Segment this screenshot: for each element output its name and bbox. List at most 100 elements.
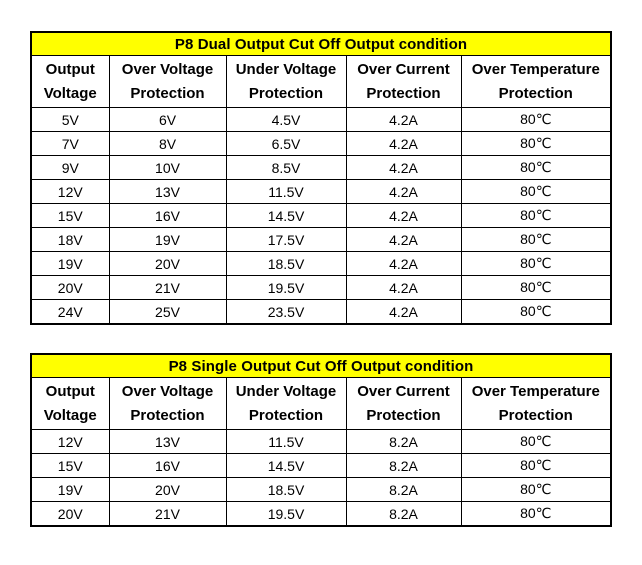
cell: 8.2A xyxy=(345,429,462,454)
table-row: 12V 13V 11.5V 8.2A 80℃ xyxy=(30,429,612,454)
table-row: 19V 20V 18.5V 4.2A 80℃ xyxy=(30,251,612,276)
cell: 80℃ xyxy=(460,227,612,252)
cell: 4.2A xyxy=(345,227,462,252)
table-row: 19V 20V 18.5V 8.2A 80℃ xyxy=(30,477,612,502)
cell: 23.5V xyxy=(225,299,347,325)
cell: 11.5V xyxy=(225,429,347,454)
cell: 7V xyxy=(30,131,110,156)
cell: 4.2A xyxy=(345,107,462,132)
cell: 21V xyxy=(108,275,227,300)
header-line: Output xyxy=(45,60,95,78)
column-header-over-temperature-protection: Over Temperature Protection xyxy=(460,55,612,108)
cell: 80℃ xyxy=(460,131,612,156)
cell: 80℃ xyxy=(460,477,612,502)
cell: 10V xyxy=(108,155,227,180)
cell: 4.2A xyxy=(345,131,462,156)
header-line: Under Voltage xyxy=(235,382,337,400)
table-row: 7V 8V 6.5V 4.2A 80℃ xyxy=(30,131,612,156)
single-output-table-body: 12V 13V 11.5V 8.2A 80℃ 15V 16V 14.5V 8.2A 80℃ 19V 2… xyxy=(30,429,612,527)
header-line: Over Temperature xyxy=(471,60,600,78)
cell: 80℃ xyxy=(460,501,612,527)
header-line: Voltage xyxy=(43,406,97,424)
header-line: Over Voltage xyxy=(121,382,214,400)
column-header-over-temperature-protection: Over Temperature Protection xyxy=(460,377,612,430)
header-line: Protection xyxy=(130,406,205,424)
cell: 6V xyxy=(108,107,227,132)
table-row: 20V 21V 19.5V 8.2A 80℃ xyxy=(30,501,612,527)
column-header-output-voltage: Output Voltage xyxy=(30,377,110,430)
table-row: 5V 6V 4.5V 4.2A 80℃ xyxy=(30,107,612,132)
cell: 13V xyxy=(108,429,227,454)
header-line: Protection xyxy=(498,406,573,424)
cell: 14.5V xyxy=(225,453,347,478)
cell: 19V xyxy=(30,477,110,502)
cell: 15V xyxy=(30,203,110,228)
cell: 18.5V xyxy=(225,477,347,502)
table-header-row: Output Voltage Over Voltage Protection U… xyxy=(30,55,612,108)
cell: 18V xyxy=(30,227,110,252)
column-header-over-voltage-protection: Over Voltage Protection xyxy=(108,55,227,108)
header-line: Protection xyxy=(248,406,324,424)
table-row: 18V 19V 17.5V 4.2A 80℃ xyxy=(30,227,612,252)
cell: 16V xyxy=(108,453,227,478)
table-header-row: Output Voltage Over Voltage Protection U… xyxy=(30,377,612,430)
table-title-row: P8 Dual Output Cut Off Output condition xyxy=(30,31,612,56)
cell: 80℃ xyxy=(460,251,612,276)
cell: 4.2A xyxy=(345,203,462,228)
cell: 6.5V xyxy=(225,131,347,156)
cell: 80℃ xyxy=(460,203,612,228)
cell: 19V xyxy=(30,251,110,276)
header-line: Voltage xyxy=(43,84,97,102)
column-header-output-voltage: Output Voltage xyxy=(30,55,110,108)
header-line: Over Voltage xyxy=(121,60,214,78)
cell: 19.5V xyxy=(225,501,347,527)
table-row: 20V 21V 19.5V 4.2A 80℃ xyxy=(30,275,612,300)
cell: 20V xyxy=(108,251,227,276)
header-line: Protection xyxy=(498,84,573,102)
header-line: Over Current xyxy=(357,60,450,78)
cell: 80℃ xyxy=(460,107,612,132)
dual-output-table-body: 5V 6V 4.5V 4.2A 80℃ 7V 8V 6.5V 4.2A 80℃ 9V 10V 8.5V 4… xyxy=(30,107,612,325)
cell: 15V xyxy=(30,453,110,478)
cell: 80℃ xyxy=(460,299,612,325)
cell: 25V xyxy=(108,299,227,325)
cell: 16V xyxy=(108,203,227,228)
header-line: Protection xyxy=(366,406,441,424)
column-header-over-current-protection: Over Current Protection xyxy=(345,377,462,430)
cell: 4.2A xyxy=(345,299,462,325)
column-header-under-voltage-protection: Under Voltage Protection xyxy=(225,377,347,430)
table-row: 24V 25V 23.5V 4.2A 80℃ xyxy=(30,299,612,325)
cell: 14.5V xyxy=(225,203,347,228)
cell: 8.2A xyxy=(345,501,462,527)
cell: 8.2A xyxy=(345,453,462,478)
cell: 19V xyxy=(108,227,227,252)
table-row: 12V 13V 11.5V 4.2A 80℃ xyxy=(30,179,612,204)
header-line: Output xyxy=(45,382,95,400)
cell: 20V xyxy=(108,477,227,502)
cell: 80℃ xyxy=(460,429,612,454)
cell: 9V xyxy=(30,155,110,180)
single-output-cutoff-table: P8 Single Output Cut Off Output conditio… xyxy=(30,353,613,527)
table-title: P8 Dual Output Cut Off Output condition xyxy=(30,31,612,56)
cell: 4.2A xyxy=(345,275,462,300)
cell: 13V xyxy=(108,179,227,204)
cell: 21V xyxy=(108,501,227,527)
table-row: 9V 10V 8.5V 4.2A 80℃ xyxy=(30,155,612,180)
table-row: 15V 16V 14.5V 8.2A 80℃ xyxy=(30,453,612,478)
header-line: Over Temperature xyxy=(471,382,600,400)
cell: 4.5V xyxy=(225,107,347,132)
dual-output-cutoff-table: P8 Dual Output Cut Off Output condition … xyxy=(30,31,613,325)
cell: 80℃ xyxy=(460,275,612,300)
cell: 4.2A xyxy=(345,251,462,276)
header-line: Under Voltage xyxy=(235,60,337,78)
cell: 17.5V xyxy=(225,227,347,252)
header-line: Over Current xyxy=(357,382,450,400)
table-title: P8 Single Output Cut Off Output conditio… xyxy=(30,353,612,378)
cell: 80℃ xyxy=(460,155,612,180)
column-header-over-current-protection: Over Current Protection xyxy=(345,55,462,108)
cell: 4.2A xyxy=(345,179,462,204)
cell: 8.5V xyxy=(225,155,347,180)
header-line: Protection xyxy=(130,84,205,102)
cell: 18.5V xyxy=(225,251,347,276)
